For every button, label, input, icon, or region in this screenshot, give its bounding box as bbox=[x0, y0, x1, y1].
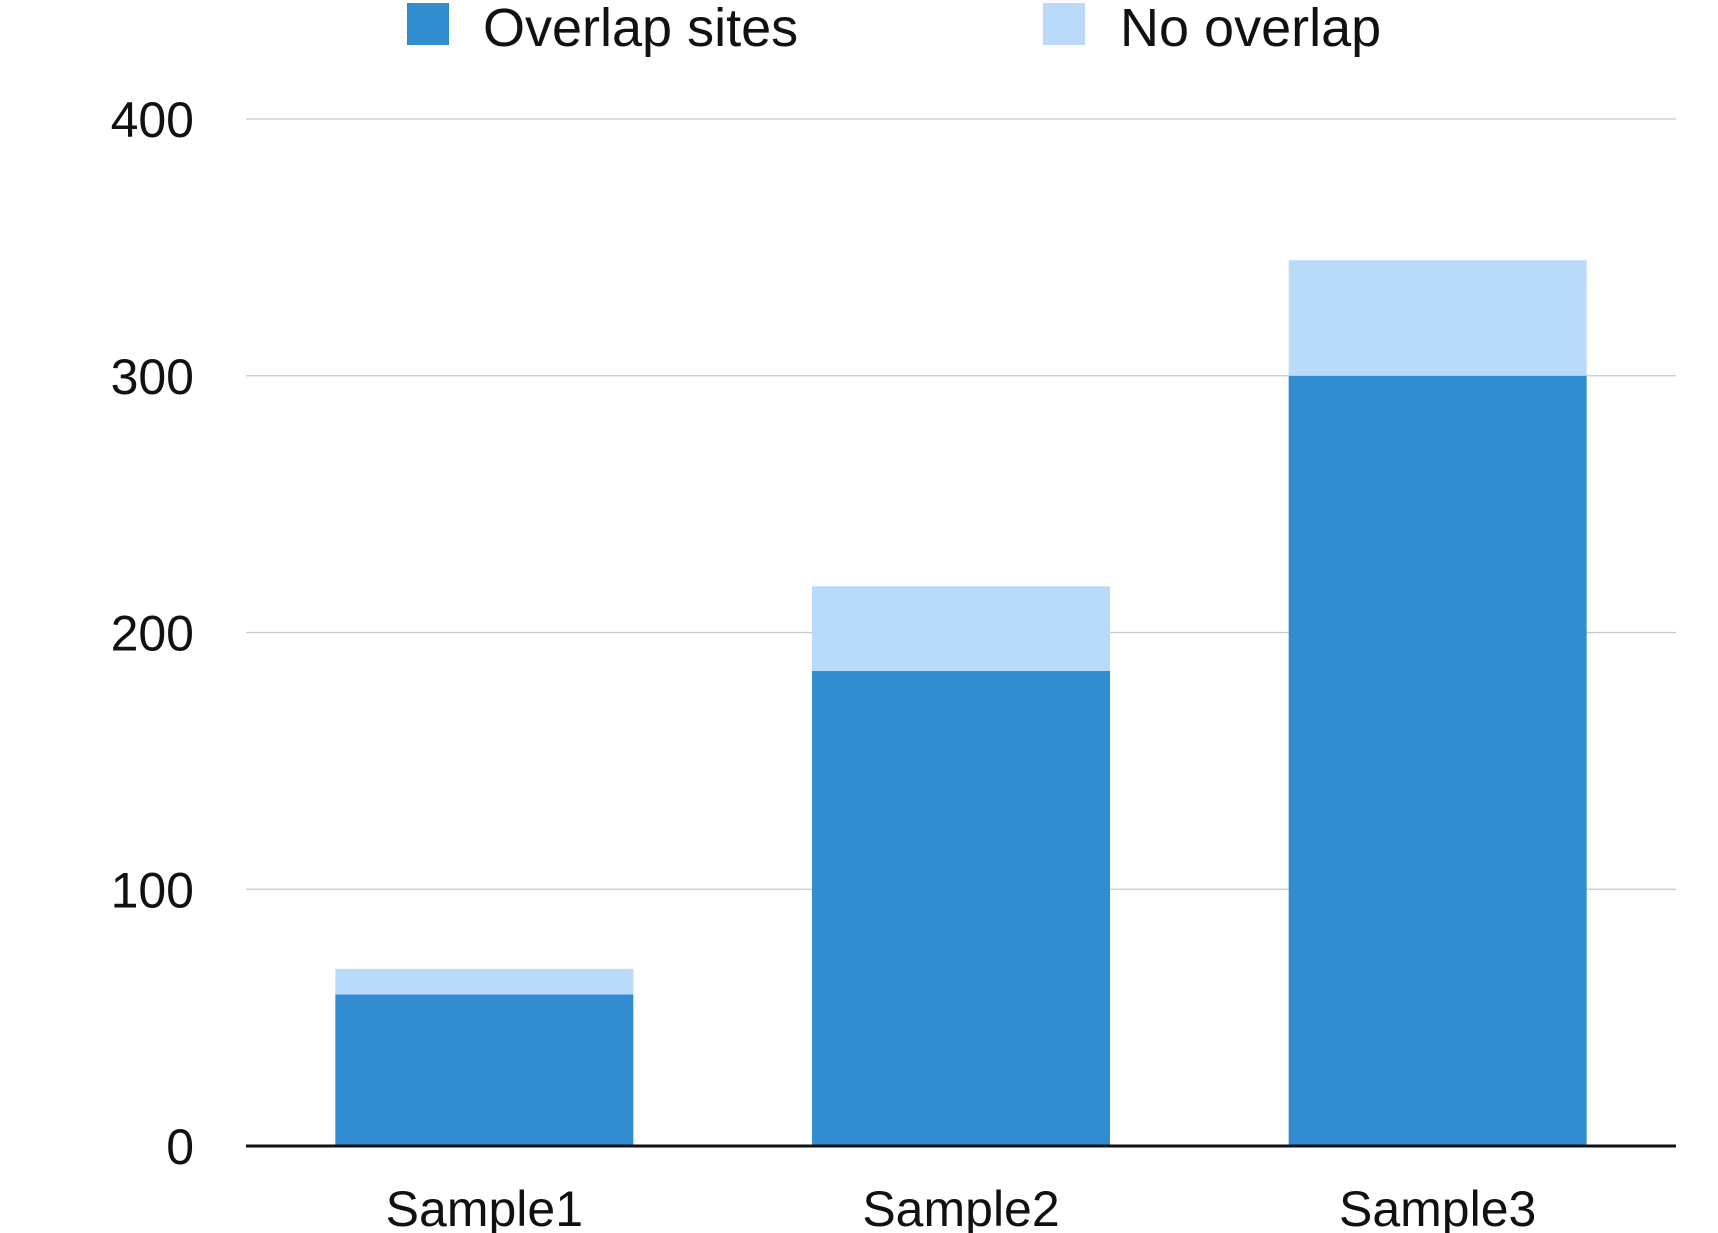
y-tick-label: 200 bbox=[111, 606, 194, 662]
x-axis: Sample1 Sample2 Sample3 bbox=[386, 1181, 1537, 1233]
legend-swatch-no-overlap bbox=[1043, 3, 1085, 45]
y-tick-label: 100 bbox=[111, 862, 194, 918]
bar-sample2-no-overlap bbox=[812, 586, 1110, 672]
y-tick-label: 400 bbox=[111, 92, 194, 148]
y-tick-label: 300 bbox=[111, 349, 194, 405]
bars bbox=[335, 260, 1587, 1146]
bar-sample3-no-overlap bbox=[1288, 260, 1587, 376]
bar-sample3-overlap-sites bbox=[1288, 375, 1587, 1146]
bar-sample1-overlap-sites bbox=[335, 994, 634, 1146]
legend: Overlap sites No overlap bbox=[407, 0, 1381, 58]
x-tick-label: Sample3 bbox=[1339, 1181, 1536, 1233]
legend-label-overlap-sites: Overlap sites bbox=[483, 0, 798, 58]
legend-label-no-overlap: No overlap bbox=[1120, 0, 1381, 58]
legend-swatch-overlap-sites bbox=[407, 3, 449, 45]
x-tick-label: Sample2 bbox=[862, 1181, 1059, 1233]
y-axis: 0 100 200 300 400 bbox=[111, 92, 194, 1175]
y-tick-label: 0 bbox=[166, 1119, 194, 1175]
bar-sample1-no-overlap bbox=[335, 968, 634, 995]
bar-sample2-overlap-sites bbox=[812, 671, 1110, 1146]
x-tick-label: Sample1 bbox=[386, 1181, 583, 1233]
